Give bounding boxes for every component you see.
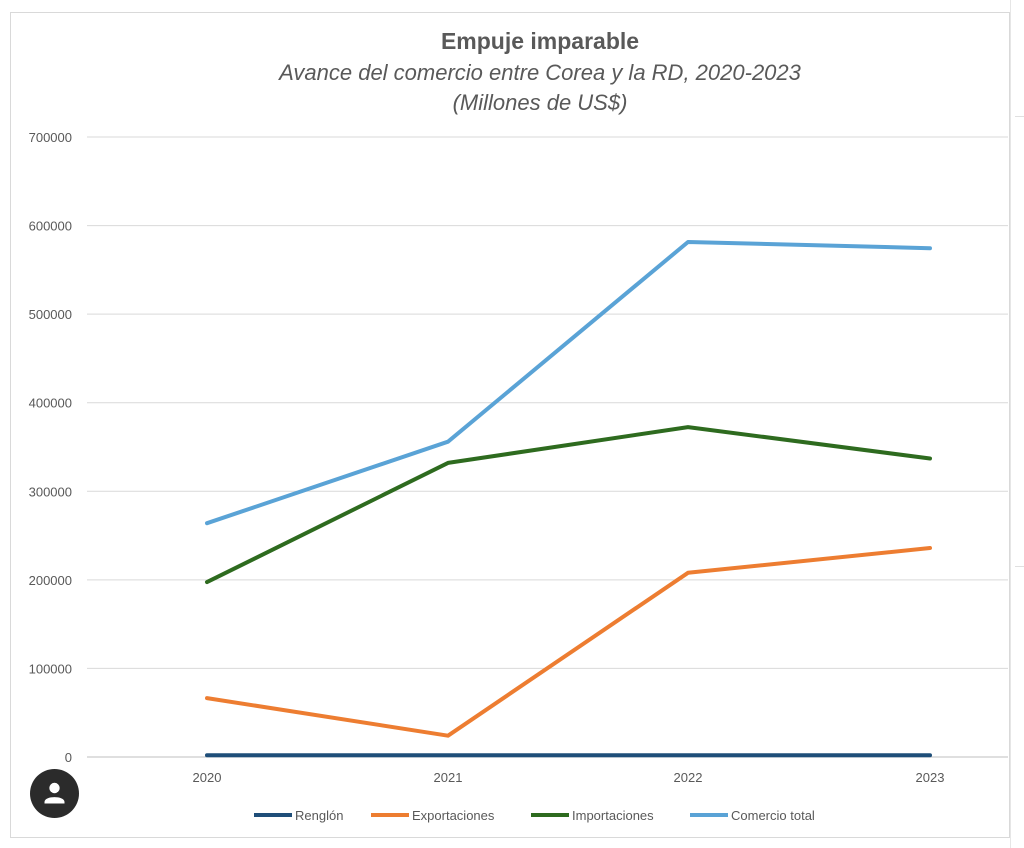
x-tick-label: 2023 (916, 770, 945, 785)
legend-label: Renglón (295, 808, 343, 823)
chart-subtitle: Avance del comercio entre Corea y la RD,… (279, 60, 801, 85)
y-tick-label: 400000 (29, 396, 72, 411)
series-line-importaciones (205, 425, 932, 585)
legend-label: Comercio total (731, 808, 815, 823)
series-line-exportaciones (205, 546, 932, 738)
y-tick-label: 300000 (29, 484, 72, 499)
legend-label: Importaciones (572, 808, 654, 823)
series-line-comercio-total (205, 240, 932, 526)
legend-label: Exportaciones (412, 808, 495, 823)
x-axis-ticks: 2020 2021 2022 2023 (193, 770, 945, 785)
y-tick-label: 100000 (29, 661, 72, 676)
y-tick-label: 600000 (29, 219, 72, 234)
adjacent-panel-edge (1010, 0, 1024, 848)
user-avatar-button[interactable] (30, 769, 79, 818)
chart-unit: (Millones de US$) (452, 90, 628, 115)
chart-title: Empuje imparable (440, 28, 640, 54)
chart-area (10, 12, 1010, 838)
x-tick-label: 2022 (674, 770, 703, 785)
x-tick-label: 2021 (434, 770, 463, 785)
legend: Renglón Exportaciones Importaciones Comerci… (254, 808, 815, 823)
y-axis-ticks: 0 100000 200000 300000 400000 500000 600000 700… (29, 130, 72, 765)
y-tick-label: 700000 (29, 130, 72, 145)
x-tick-label: 2020 (193, 770, 222, 785)
y-tick-label: 500000 (29, 307, 72, 322)
series-lines (205, 240, 932, 758)
person-icon (44, 782, 65, 804)
y-tick-label: 0 (65, 750, 72, 765)
y-tick-label: 200000 (29, 573, 72, 588)
